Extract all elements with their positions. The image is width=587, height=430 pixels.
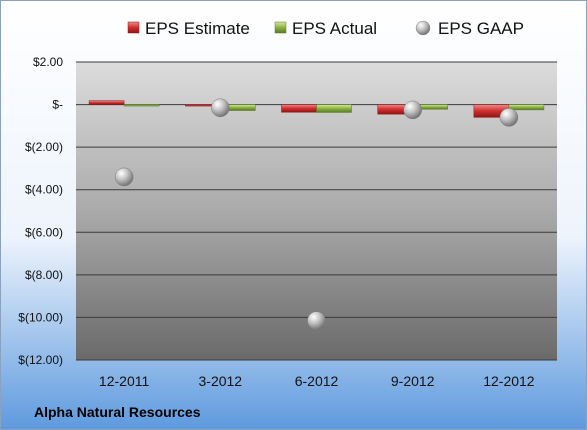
bar-eps-actual (123, 104, 160, 107)
legend-label-actual: EPS Actual (292, 19, 377, 38)
bar-eps-actual (508, 104, 545, 111)
legend-marker-gaap (415, 20, 431, 36)
x-tick-label: 9-2012 (391, 373, 435, 389)
legend-label-estimate: EPS Estimate (145, 19, 250, 38)
point-eps-gaap (499, 108, 519, 127)
y-tick-label: $2.00 (33, 55, 63, 69)
y-tick-label: $(2.00) (25, 140, 63, 154)
x-tick-label: 12-2011 (99, 373, 150, 389)
y-tick-label: $- (52, 98, 63, 112)
x-tick-label: 12-2012 (483, 373, 535, 389)
legend-marker-actual (274, 21, 287, 34)
company-name: Alpha Natural Resources (34, 404, 201, 420)
y-axis-tick-labels: $2.00 $- $(2.00) $(4.00) $(6.00) $(8.00) $(10.… (18, 55, 63, 367)
point-eps-gaap (307, 311, 326, 330)
point-eps-gaap (211, 98, 230, 118)
legend-label-gaap: EPS GAAP (438, 19, 524, 38)
gaap-points (114, 98, 519, 330)
y-tick-label: $(8.00) (25, 268, 63, 282)
point-eps-gaap (403, 100, 422, 120)
bars (88, 100, 545, 118)
bar-eps-estimate (88, 100, 125, 105)
y-tick-label: $(4.00) (25, 183, 63, 197)
y-tick-label: $(6.00) (25, 225, 63, 239)
x-tick-label: 3-2012 (199, 373, 243, 389)
point-eps-gaap (114, 167, 134, 187)
bar-eps-estimate (281, 104, 317, 113)
bar-eps-actual (316, 104, 352, 113)
x-tick-label: 6-2012 (295, 373, 339, 389)
legend: EPS Estimate EPS Actual EPS GAAP (127, 19, 524, 38)
y-tick-label: $(10.00) (18, 310, 63, 324)
x-axis-tick-labels: 12-2011 3-2012 6-2012 9-2012 12-2012 (99, 373, 535, 389)
y-tick-label: $(12.00) (18, 353, 63, 367)
legend-marker-estimate (127, 21, 140, 34)
